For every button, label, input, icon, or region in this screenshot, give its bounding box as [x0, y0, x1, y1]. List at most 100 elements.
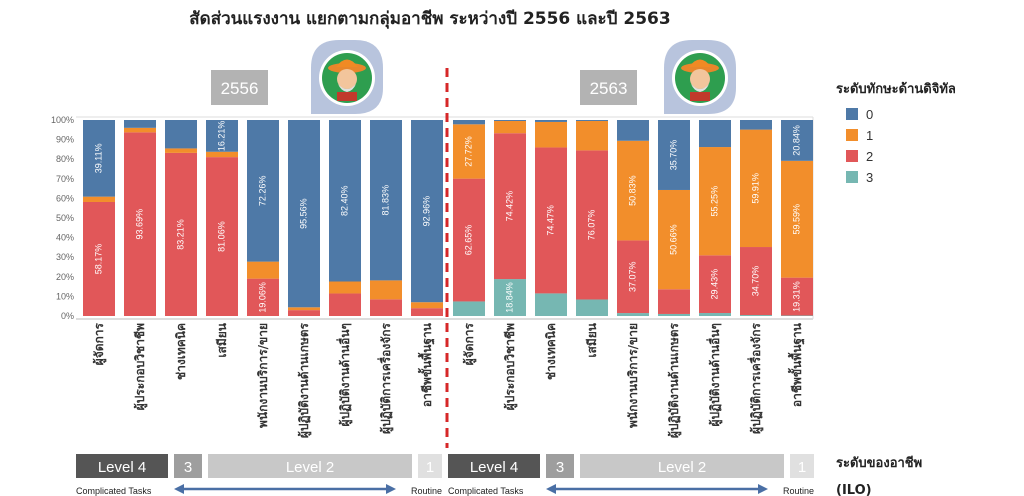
bar-segment-2 [165, 152, 197, 316]
bar-segment-1 [329, 281, 361, 294]
skill-level-bars: Level 4 3 Level 2 1 Complicated Tasks Routine… [76, 454, 814, 496]
bar-segment-1 [535, 121, 567, 148]
skill-level-title: ระดับของอาชีพ [836, 455, 922, 471]
bar-segment-1 [781, 160, 813, 278]
y-tick-label: 50% [56, 213, 74, 223]
y-tick-label: 20% [56, 272, 74, 282]
bar-segment-1 [576, 120, 608, 151]
legend-swatch [846, 150, 858, 162]
bar-segment-0 [453, 120, 485, 125]
data-label: 50.83% [627, 175, 637, 206]
y-tick-label: 60% [56, 193, 74, 203]
y-tick-label: 0% [61, 311, 74, 321]
category-label: ผู้ปฏิบัติงานด้านอื่นๆ [336, 323, 353, 427]
data-label: 58.17% [93, 244, 103, 275]
bar-segment-2 [124, 132, 156, 316]
bar-segment-0 [165, 120, 197, 149]
category-label: อาชีพขั้นพื้นฐาน [417, 322, 435, 407]
bar-segment-0 [781, 120, 813, 161]
category-label: พนักงานบริการ/ขาย [256, 323, 270, 428]
bar-segment-1 [494, 120, 526, 134]
complicated-tasks-label: Complicated Tasks [448, 486, 524, 496]
bar-segment-0 [124, 120, 156, 128]
category-label: ผู้ปฏิบัติงานด้านอื่นๆ [706, 323, 723, 427]
bar-segment-0 [288, 120, 320, 308]
y-tick-label: 80% [56, 154, 74, 164]
legend-title: ระดับทักษะด้านดิจิทัล [836, 81, 956, 97]
bars-layer: 39.11% 58.17% 93.69% 83.21% 16.21% 81.06% 72.2… [83, 120, 813, 316]
bar-segment-0 [247, 120, 279, 262]
bar-segment-2 [370, 299, 402, 316]
data-label: 76.07% [586, 210, 596, 241]
bar-segment-3 [699, 313, 731, 316]
bar-segment-1 [165, 148, 197, 153]
data-label: 50.66% [668, 224, 678, 255]
data-label: 92.96% [421, 196, 431, 227]
level-box [790, 454, 814, 478]
bar-segment-2 [535, 147, 567, 294]
data-label: 82.40% [339, 185, 349, 216]
bar-segment-2 [617, 240, 649, 314]
bar-segment-3 [535, 293, 567, 316]
data-label: 18.84% [504, 282, 514, 313]
data-label: 37.07% [627, 261, 637, 292]
category-labels: ผู้จัดการ ผู้ประกอบวิชาชีพ ช่างเทคนิค เสมีย… [92, 322, 805, 438]
year-box-2556 [211, 70, 268, 105]
bar-segment-3 [781, 315, 813, 316]
level-box [418, 454, 442, 478]
data-label: 55.25% [709, 186, 719, 217]
year-label-2556: 2556 [221, 79, 259, 98]
data-label: 95.56% [298, 198, 308, 229]
arrow-left-icon [174, 484, 184, 494]
data-label: 19.31% [791, 281, 801, 312]
data-label: 81.06% [216, 221, 226, 252]
level-box [580, 454, 784, 478]
complicated-tasks-label: Complicated Tasks [76, 486, 152, 496]
y-axis: 0% 10% 20% 30% 40% 50% 60% 70% 80% 90% 100% [51, 115, 74, 321]
bar-segment-2 [494, 133, 526, 280]
bar-segment-0 [329, 120, 361, 282]
bar-segment-1 [247, 261, 279, 279]
bar-segment-3 [453, 301, 485, 316]
level-box [448, 454, 540, 478]
level-box-label: 1 [426, 459, 434, 476]
bar-segment-2 [83, 201, 115, 316]
category-label: พนักงานบริการ/ขาย [626, 323, 640, 428]
category-label: ผู้ปฏิบัติการเครื่องจักร [747, 322, 764, 434]
data-label: 62.65% [463, 225, 473, 256]
data-label: 29.43% [709, 269, 719, 300]
level-box-label: Level 4 [470, 459, 518, 476]
data-label: 20.84% [791, 125, 801, 156]
routine-label: Routine [783, 486, 814, 496]
bar-segment-2 [740, 247, 772, 316]
bar-segment-2 [658, 289, 690, 314]
category-label: ผู้ประกอบวิชาชีพ [503, 323, 518, 410]
bar-segment-1 [83, 196, 115, 202]
level-box [208, 454, 412, 478]
bar-segment-0 [658, 120, 690, 190]
bar-segment-0 [699, 120, 731, 148]
category-label: ผู้จัดการ [92, 322, 107, 365]
category-label: ช่างเทคนิค [544, 323, 558, 380]
skill-level-subtitle: (ILO) [836, 483, 872, 496]
level-box [76, 454, 168, 478]
data-label: 74.42% [504, 191, 514, 222]
category-label: เสมียน [585, 322, 599, 357]
bar-segment-1 [206, 151, 238, 158]
level-box-label: Level 2 [286, 459, 334, 476]
bar-segment-3 [576, 299, 608, 316]
level-box-label: Level 4 [98, 459, 146, 476]
bar-segment-1 [617, 140, 649, 241]
bar-segment-0 [535, 120, 567, 122]
bar-segment-2 [288, 310, 320, 316]
legend-item-label: 1 [866, 128, 873, 143]
bar-segment-2 [781, 277, 813, 316]
bar-segment-3 [740, 315, 772, 316]
bar-segment-0 [494, 120, 526, 121]
farmer-avatar-icon [664, 40, 736, 114]
farmer-avatar-icon [311, 40, 383, 114]
arrow-right-icon [758, 484, 768, 494]
bar-segment-0 [617, 120, 649, 141]
bar-segment-0 [206, 120, 238, 152]
level-box [174, 454, 202, 478]
